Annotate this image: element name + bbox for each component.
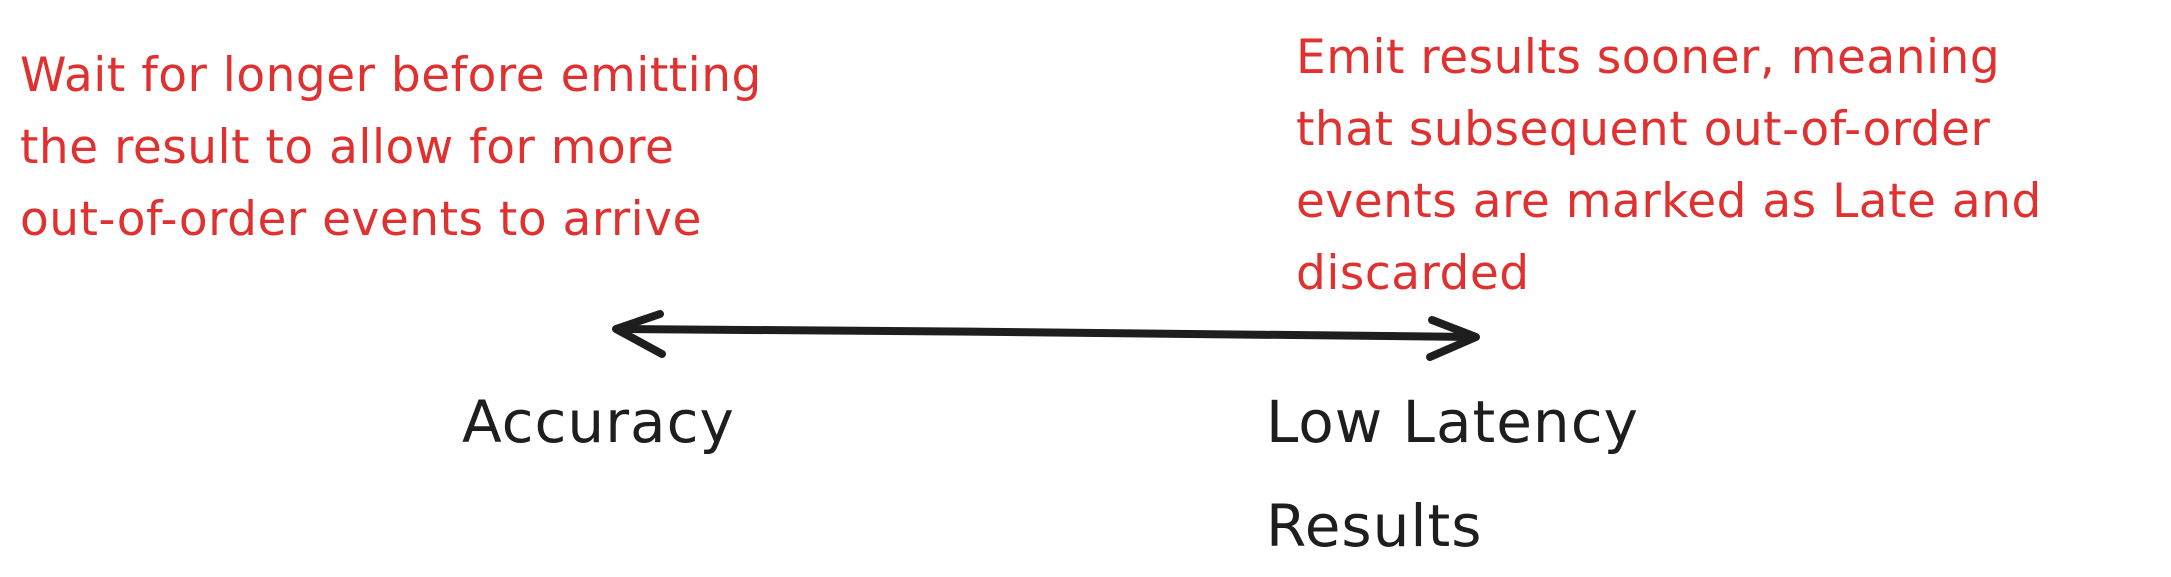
latency-note: Emit results sooner, meaning that subseq… [1296,22,2042,310]
accuracy-note-line: Wait for longer before emitting [20,48,762,103]
low-latency-label: Low Latency Results [1266,370,1639,577]
accuracy-note-line: the result to allow for more [20,120,675,175]
latency-note-line: events are marked as Late and [1296,174,2042,229]
latency-note-line: Emit results sooner, meaning [1296,30,2001,85]
left-arrowhead [612,310,666,358]
accuracy-label: Accuracy [462,370,735,474]
accuracy-note-line: out-of-order events to arrive [20,192,702,247]
right-arrowhead [1426,316,1480,361]
accuracy-label-text: Accuracy [462,388,735,456]
low-latency-label-line: Low Latency [1266,388,1639,456]
latency-note-line: discarded [1296,246,1530,301]
low-latency-label-line: Results [1266,492,1483,560]
latency-note-line: that subsequent out-of-order [1296,102,1991,157]
arrow-shaft [614,325,1478,341]
accuracy-note: Wait for longer before emitting the resu… [20,40,762,256]
